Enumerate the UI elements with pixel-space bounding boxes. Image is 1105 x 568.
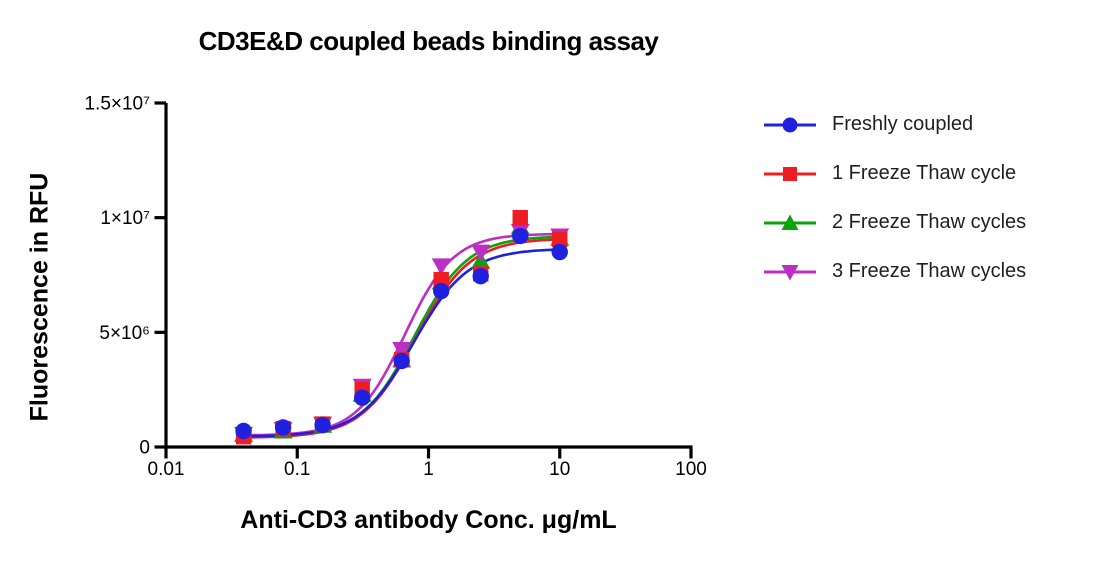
data-point-series-0 [512,227,529,245]
legend-item-label: 3 Freeze Thaw cycles [832,260,1027,282]
x-tick-label: 0.01 [148,459,185,480]
triangle-down-marker-icon [781,264,799,280]
legend-item: 1 Freeze Thaw cycle [762,149,1026,198]
circle-marker-icon [782,117,798,132]
legend: Freshly coupled 1 Freeze Thaw cycle 2 Fr… [762,100,1026,296]
series-marker-icon [764,214,816,230]
legend-item: 3 Freeze Thaw cycles [762,247,1026,296]
legend-item-label: Freshly coupled [832,113,974,135]
data-point-series-0 [353,389,371,406]
square-marker-icon [783,166,797,181]
legend-item: Freshly coupled [762,100,1026,149]
data-point-series-0 [314,417,331,434]
x-tick-label: 0.1 [284,459,310,480]
series-marker-icon [764,117,816,132]
data-point-series-0 [274,419,292,436]
chart-title: CD3E&D coupled beads binding assay [198,26,659,56]
legend-item-label: 1 Freeze Thaw cycle [832,162,1017,184]
y-tick-label: 5×10⁶ [99,323,150,344]
data-point-series-3 [431,258,451,276]
legend-item: 2 Freeze Thaw cycles [762,198,1026,247]
series-marker-icon [764,264,816,280]
data-point-series-0 [393,352,410,370]
data-point-series-3 [392,342,412,360]
series-marker-icon [764,166,816,181]
fit-curve-3 [243,232,560,437]
legend-item-label: 2 Freeze Thaw cycles [832,211,1027,233]
data-point-series-0 [433,282,450,300]
fit-curve-2 [243,235,560,438]
data-point-series-0 [551,243,568,261]
y-tick-label: 1.5×10⁷ [84,94,150,115]
triangle-up-marker-icon [781,214,799,230]
x-tick-label: 1 [423,459,434,480]
data-point-series-0 [235,422,252,440]
data-point-series-1 [552,231,568,248]
data-point-series-3 [471,244,491,262]
x-axis-label: Anti-CD3 antibody Conc. μg/mL [240,506,617,534]
data-point-series-1 [433,271,449,288]
data-point-series-0 [472,267,489,285]
axis-frame [164,103,693,449]
data-point-series-1 [512,209,528,226]
y-tick-label: 1×10⁷ [100,208,150,229]
y-tick-label: 0 [139,438,150,459]
x-tick-label: 100 [675,459,707,480]
x-tick-label: 10 [549,459,570,480]
